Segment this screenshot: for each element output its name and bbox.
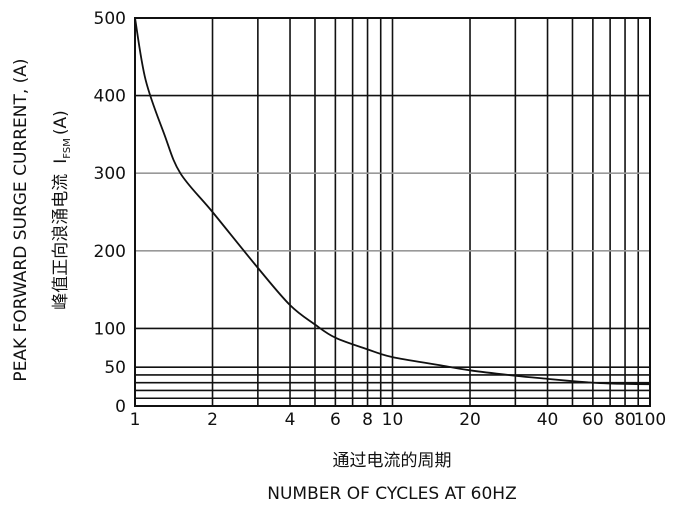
y-axis-subscript: FSM [62, 138, 73, 159]
x-tick-label: 4 [285, 410, 296, 430]
y-tick-label: 100 [94, 319, 126, 339]
x-axis-title: NUMBER OF CYCLES AT 60HZ [267, 484, 516, 504]
x-tick-label: 20 [459, 410, 481, 430]
y-tick-label: 0 [115, 397, 126, 417]
x-tick-label: 2 [207, 410, 218, 430]
y-axis-title-cn-line: 峰值正向浪涌电流 IFSM (A) [51, 110, 73, 309]
plot-frame [134, 17, 651, 407]
x-tick-label: 1 [130, 410, 141, 430]
y-tick-label: 200 [94, 242, 126, 262]
x-tick-label: 8 [362, 410, 373, 430]
y-tick-label: 50 [104, 358, 126, 378]
x-tick-label: 6 [330, 410, 341, 430]
y-axis-symbol: I [51, 159, 71, 164]
x-tick-label: 80 [614, 410, 636, 430]
y-tick-label: 500 [94, 9, 126, 29]
x-tick-label: 10 [382, 410, 404, 430]
y-tick-label: 300 [94, 164, 126, 184]
y-axis-title-cn: 峰值正向浪涌电流 [51, 174, 71, 310]
y-axis-title-cn-group: 峰值正向浪涌电流 IFSM (A) [51, 110, 73, 309]
y-axis-unit: (A) [51, 110, 71, 135]
x-axis-title-cn: 通过电流的周期 [333, 451, 452, 471]
y-tick-label: 400 [94, 87, 126, 107]
x-tick-label: 40 [537, 410, 559, 430]
x-tick-label: 60 [582, 410, 604, 430]
y-axis-title: PEAK FORWARD SURGE CURRENT, (A) [11, 58, 31, 381]
x-tick-label: 100 [634, 410, 666, 430]
surge-current-curve [134, 17, 651, 386]
y-tick-labels: 0 50 100 200 300 400 500 [94, 9, 126, 417]
grid-layer [134, 18, 651, 407]
curve-layer [134, 17, 651, 386]
